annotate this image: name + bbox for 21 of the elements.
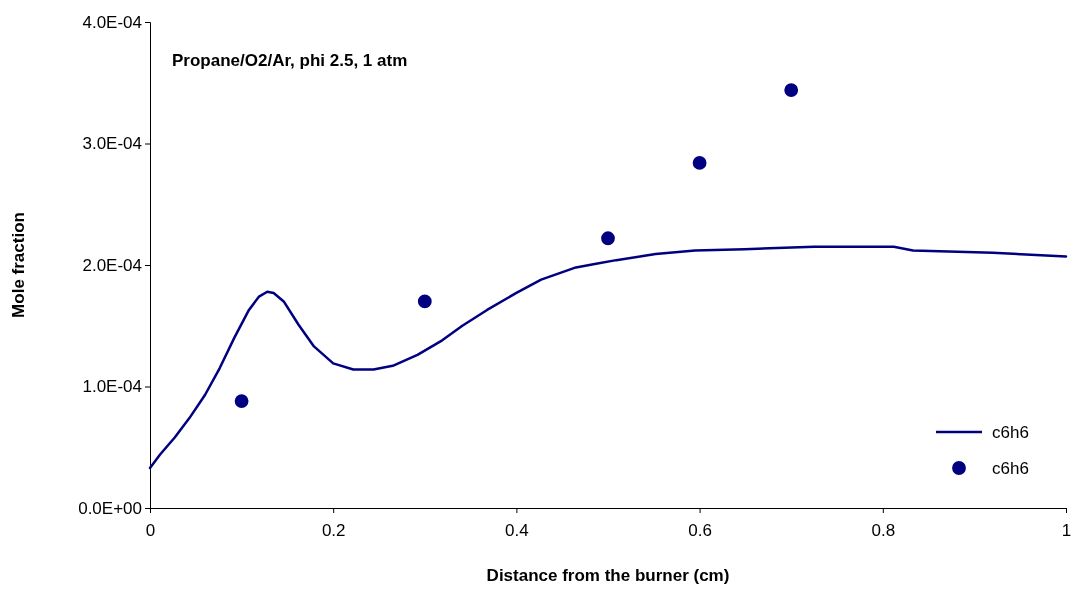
x-tick-label: 0: [145, 521, 156, 541]
x-tick-label: 0.2: [321, 521, 346, 541]
x-tick-label: 0.8: [871, 521, 896, 541]
legend-label: c6h6: [992, 459, 1029, 478]
text: Propane/O2/Ar, phi 2.5, 1 atm: [172, 51, 408, 70]
y-tick-label: 4.0E-04: [82, 12, 142, 32]
y-tick-label: 2.0E-04: [82, 255, 142, 275]
y-tick-label: 0.0E+00: [78, 498, 142, 518]
point: [692, 156, 707, 170]
legend-label: c6h6: [992, 423, 1029, 442]
x-tick-label: 0.4: [505, 521, 529, 541]
y-tick-label: 3.0E-04: [82, 134, 142, 154]
x-axis-title: Distance from the burner (cm): [486, 566, 730, 585]
point: [784, 83, 799, 97]
x-tick-label: 1: [1061, 521, 1072, 541]
point: [601, 231, 615, 246]
point: [234, 394, 249, 408]
y-tick-label: 1.0E-04: [82, 377, 142, 397]
x-tick-label: 0.6: [688, 521, 712, 541]
y-axis-title: Mole fraction: [9, 212, 28, 318]
point: [417, 294, 432, 309]
